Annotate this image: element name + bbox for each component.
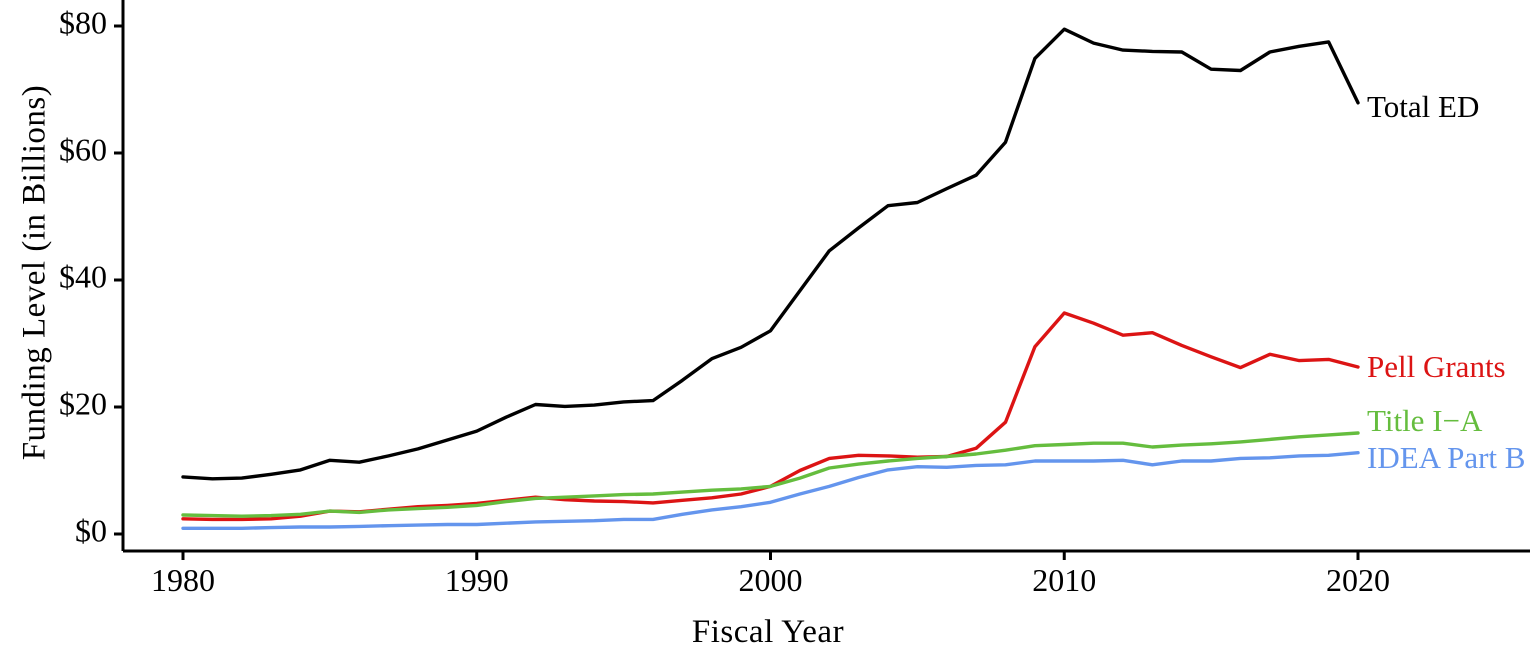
x-tick-label: 2010	[1032, 562, 1096, 598]
series-label-title-i-a: Title I−A	[1367, 402, 1483, 438]
y-tick-label: $60	[59, 131, 107, 167]
y-tick-label: $0	[75, 512, 107, 548]
y-tick-label: $20	[59, 385, 107, 421]
line-total-ed	[181, 27, 1360, 481]
series-label-pell-grants: Pell Grants	[1367, 349, 1506, 384]
x-tick-label: 2000	[739, 562, 803, 598]
line-title-i-a	[181, 431, 1360, 518]
x-tick-label: 1990	[445, 562, 509, 598]
series-label-idea-part-b: IDEA Part B	[1367, 440, 1526, 475]
line-pell-grants	[181, 311, 1360, 522]
y-axis-title: Funding Level (in Billions)	[16, 84, 53, 461]
x-tick-label: 1980	[151, 562, 215, 598]
x-tick-label: 2020	[1326, 562, 1390, 598]
x-axis-title: Fiscal Year	[691, 614, 845, 650]
series-label-total-ed: Total ED	[1367, 89, 1480, 124]
y-tick-label: $40	[59, 258, 107, 294]
line-idea-part-b	[181, 451, 1360, 530]
y-tick-label: $80	[59, 4, 107, 40]
